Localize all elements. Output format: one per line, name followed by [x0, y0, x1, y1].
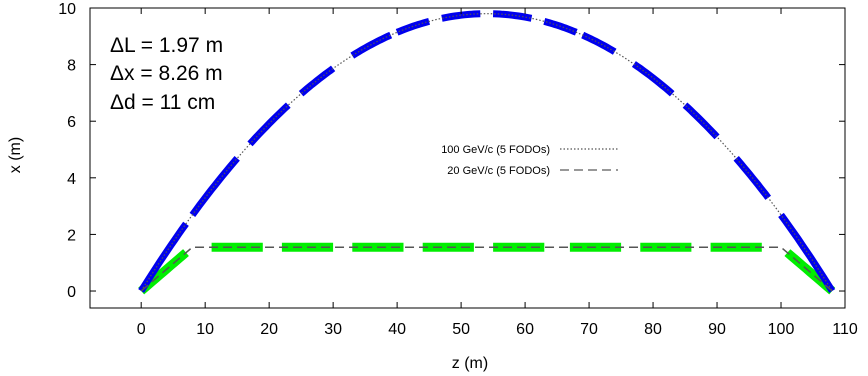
magnet-100gev: [189, 156, 240, 217]
x-tick-label: 90: [708, 321, 726, 338]
legend-label-20gev: 20 GeV/c (5 FODOs): [447, 165, 550, 177]
plot-border: [89, 7, 846, 309]
y-tick-label: 2: [67, 227, 76, 244]
magnet-100gev: [350, 31, 393, 59]
series-layer: [140, 13, 833, 292]
y-tick-label: 4: [67, 171, 76, 188]
x-axis-label: z (m): [452, 355, 488, 372]
series-20gev: [140, 246, 833, 292]
x-tick-label: 30: [324, 321, 342, 338]
x-tick-label: 70: [580, 321, 598, 338]
annotation-delta-d: Δd = 11 cm: [110, 91, 215, 114]
x-tick-label: 60: [516, 321, 534, 338]
magnet-100gev: [298, 65, 336, 97]
magnets-20gev: [138, 242, 836, 295]
x-tick-label: 40: [388, 321, 406, 338]
ticks: 0 10 20 30 40 50 60 70 80 90 100 110 0 2 4 6 8 10: [58, 1, 858, 338]
x-tick-label: 50: [452, 321, 470, 338]
x-tick-label: 10: [196, 321, 214, 338]
y-tick-label: 0: [67, 284, 76, 301]
x-tick-label: 110: [832, 321, 858, 338]
y-tick-label: 10: [58, 1, 76, 18]
x-tick-label: 100: [768, 321, 795, 338]
y-tick-label: 8: [67, 58, 76, 75]
legend: 100 GeV/c (5 FODOs) 20 GeV/c (5 FODOs): [441, 144, 618, 177]
x-tick-label: 80: [644, 321, 662, 338]
legend-label-100gev: 100 GeV/c (5 FODOs): [441, 144, 550, 156]
x-tick-label: 0: [137, 321, 146, 338]
x-tick-label: 20: [260, 321, 278, 338]
magnet-100gev: [247, 102, 291, 147]
plot-frame: [89, 7, 846, 309]
annotation-delta-l: ΔL = 1.97 m: [110, 34, 223, 57]
series-100gev: [140, 13, 833, 292]
y-tick-label: 6: [67, 114, 76, 131]
annotation-delta-x: Δx = 8.26 m: [110, 62, 223, 85]
y-axis-label: x (m): [7, 137, 24, 173]
